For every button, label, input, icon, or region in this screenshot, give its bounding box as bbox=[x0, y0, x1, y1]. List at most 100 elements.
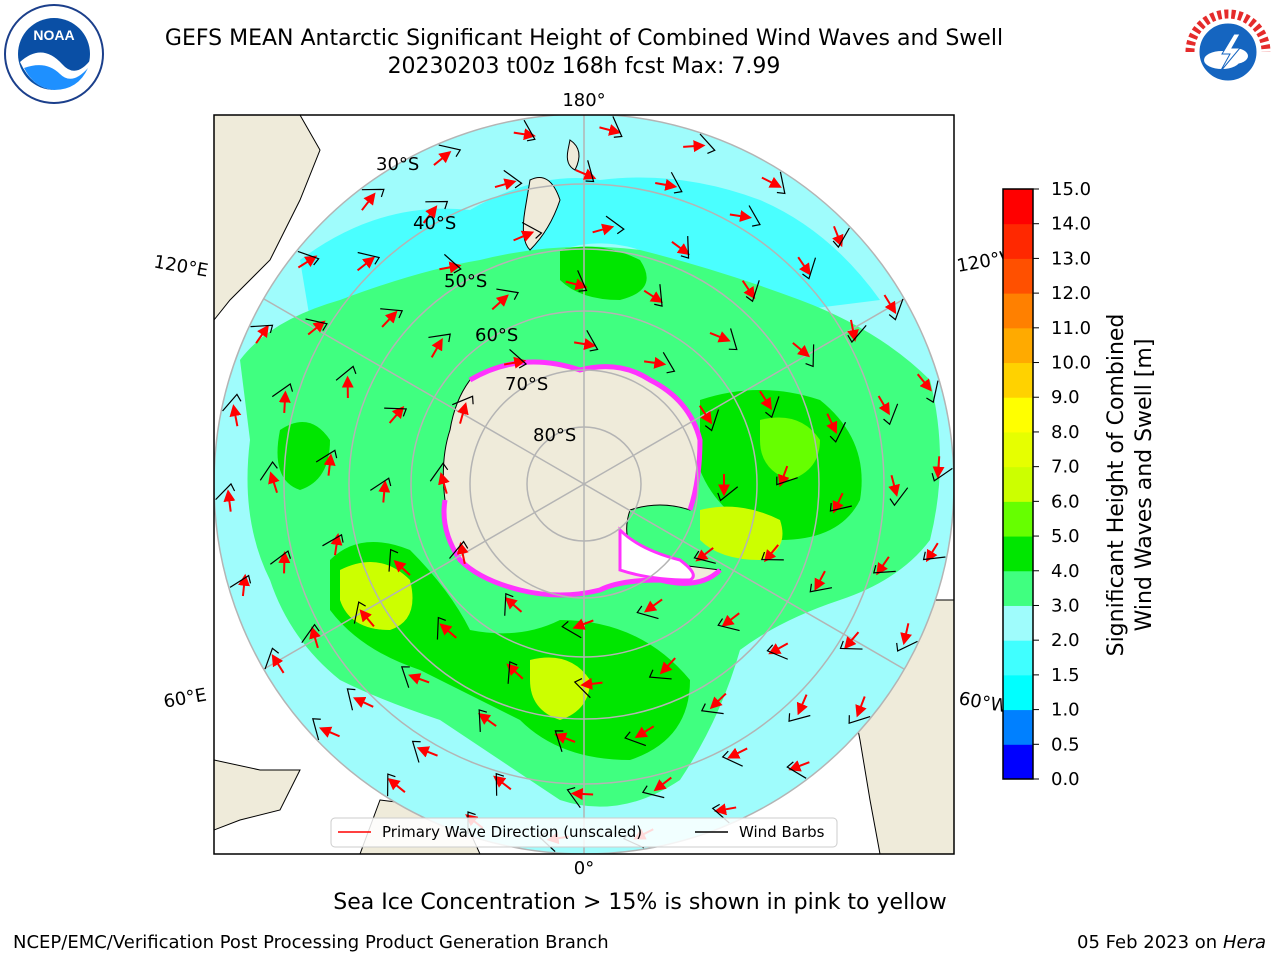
wave-arrow bbox=[727, 747, 748, 759]
colorbar-tick-label: 4.0 bbox=[1051, 561, 1080, 582]
wind-barb bbox=[521, 221, 543, 239]
wind-barb bbox=[495, 772, 505, 796]
wave-arrow bbox=[709, 331, 731, 343]
wind-barb bbox=[503, 169, 523, 189]
wave-arrow bbox=[741, 280, 756, 300]
colorbar-tick-label: 0.0 bbox=[1051, 769, 1080, 790]
colorbar-swatch bbox=[1003, 431, 1033, 468]
colorbar-swatch bbox=[1003, 362, 1033, 398]
wave-arrow bbox=[439, 261, 462, 274]
wind-barb bbox=[411, 740, 421, 763]
wind-barb bbox=[662, 351, 676, 374]
wave-arrow bbox=[504, 597, 523, 613]
wave-arrow bbox=[759, 390, 772, 411]
colorbar-swatch bbox=[1003, 223, 1033, 259]
colorbar-tick-label: 10.0 bbox=[1051, 353, 1091, 374]
wave-arrow bbox=[416, 746, 438, 758]
noaa-logo: NOAA bbox=[4, 4, 104, 104]
wave-arrow bbox=[433, 150, 452, 166]
wind-barb bbox=[654, 284, 663, 307]
wind-barb bbox=[400, 666, 410, 688]
wave-arrow bbox=[643, 356, 667, 369]
wind-barb bbox=[776, 171, 786, 195]
wind-barb bbox=[523, 119, 536, 142]
wave-arrow bbox=[229, 404, 242, 427]
map-legend: Primary Wave Direction (unscaled) Wind B… bbox=[330, 817, 838, 848]
wave-direction-arrows bbox=[223, 124, 945, 845]
wave-arrow bbox=[671, 241, 690, 256]
wind-barb bbox=[346, 688, 356, 711]
wind-barb bbox=[728, 328, 738, 351]
graticule bbox=[214, 115, 954, 854]
wind-barb bbox=[748, 205, 761, 227]
colorbar-title-line1: Significant Height of Combined bbox=[1104, 314, 1129, 657]
colorbar-frame bbox=[1002, 188, 1034, 780]
wave-arrow bbox=[764, 544, 779, 563]
wave-arrow bbox=[493, 775, 512, 791]
wind-barb bbox=[788, 713, 811, 723]
wave-arrow bbox=[352, 696, 374, 708]
wind-barb bbox=[250, 324, 274, 334]
colorbar-tick-label: 11.0 bbox=[1051, 318, 1091, 339]
colorbar-swatch bbox=[1003, 674, 1033, 711]
wave-arrow bbox=[378, 480, 391, 503]
meridian-label-60w: 60°W bbox=[957, 688, 1010, 717]
wind-barb bbox=[786, 761, 807, 779]
colorbar-swatch bbox=[1003, 709, 1033, 745]
wave-arrow bbox=[721, 612, 740, 627]
wind-barb bbox=[721, 750, 743, 767]
wind-barb bbox=[605, 215, 625, 235]
wave-arrow bbox=[271, 653, 285, 674]
wind-barb bbox=[353, 601, 366, 624]
wind-barb bbox=[832, 227, 850, 249]
wind-barb bbox=[704, 409, 720, 432]
wind-barb bbox=[452, 395, 474, 406]
wave-arrow bbox=[580, 677, 603, 690]
wind-barb bbox=[229, 574, 252, 588]
wind-barb bbox=[428, 333, 451, 343]
wave-arrow bbox=[877, 395, 890, 416]
wind-barb bbox=[361, 188, 385, 198]
wave-arrow bbox=[876, 556, 890, 576]
wind-barb bbox=[297, 250, 320, 266]
wind-barb bbox=[271, 382, 294, 398]
wave-arrow bbox=[503, 356, 527, 369]
wave-arrow bbox=[643, 598, 663, 613]
wind-barb bbox=[765, 396, 780, 419]
wind-barb bbox=[380, 308, 404, 319]
wind-barb bbox=[478, 709, 488, 732]
meridian-label-120e: 120°E bbox=[152, 251, 210, 281]
wind-barb bbox=[554, 730, 564, 753]
wind-barb bbox=[496, 288, 520, 300]
wind-barb bbox=[805, 344, 815, 368]
legend-wave-label: Primary Wave Direction (unscaled) bbox=[382, 823, 642, 841]
credit-date: 05 Feb 2023 on bbox=[1077, 932, 1218, 953]
wind-barb bbox=[436, 616, 447, 640]
wave-arrow bbox=[278, 551, 291, 574]
wind-barb bbox=[301, 623, 320, 644]
wave-arrow bbox=[491, 294, 509, 311]
colorbar-tick-label: 7.0 bbox=[1051, 457, 1080, 478]
wave-arrow bbox=[388, 405, 405, 424]
wave-arrow bbox=[297, 255, 318, 269]
wave-arrow bbox=[592, 223, 615, 236]
wave-arrow bbox=[438, 472, 450, 494]
wave-arrow bbox=[572, 618, 594, 630]
wind-barb bbox=[889, 487, 909, 507]
wave-arrow bbox=[238, 573, 250, 597]
wind-barb bbox=[888, 298, 904, 321]
colorbar-tick-label: 1.0 bbox=[1051, 700, 1080, 721]
wave-band-4-5m bbox=[330, 542, 690, 760]
wave-arrow bbox=[387, 778, 406, 793]
wind-barb bbox=[624, 731, 647, 747]
wave-arrow bbox=[883, 294, 897, 315]
colorbar-title: Significant Height of Combined Wind Wave… bbox=[1104, 314, 1157, 657]
wave-arrow bbox=[797, 256, 811, 276]
wave-arrow bbox=[513, 128, 536, 141]
colorbar-tick-label: 1.5 bbox=[1051, 665, 1080, 686]
colorbar-ticks: 0.0 0.5 1.0 1.5 2.0 3.0 4.0 5.0 6.0 7.0 8.0 9.0 10.0… bbox=[1033, 179, 1091, 790]
wave-arrow bbox=[832, 225, 844, 248]
wave-arrow bbox=[575, 168, 597, 180]
wave-arrow bbox=[698, 405, 713, 425]
wind-barb bbox=[848, 715, 871, 725]
